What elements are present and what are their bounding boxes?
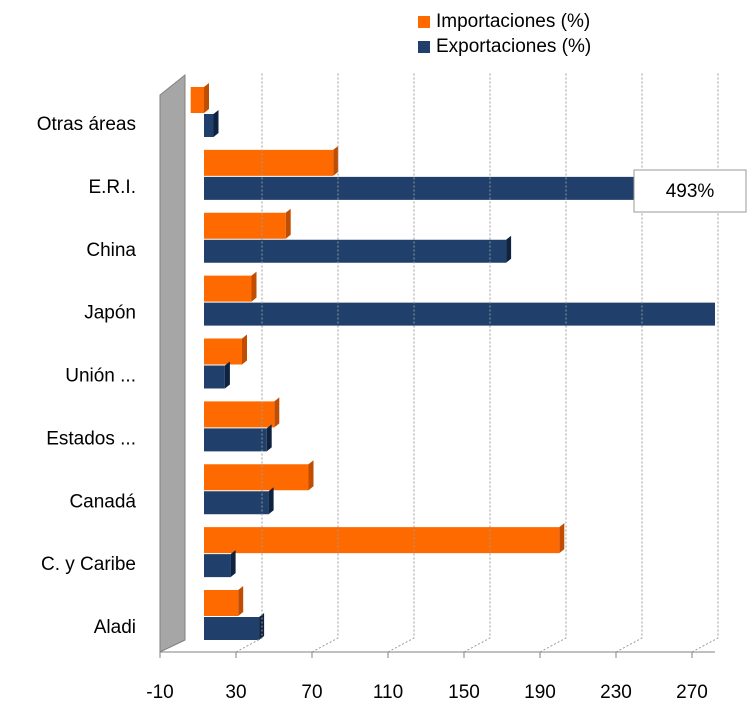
y-tick-label: Canadá (69, 491, 136, 512)
bar (204, 590, 239, 616)
x-tick-label: 70 (301, 682, 322, 703)
y-tick-label: China (86, 240, 136, 261)
plot-area (190, 83, 715, 640)
bar-side (333, 145, 339, 176)
bar-side (274, 397, 280, 428)
bar (204, 428, 267, 452)
legend-swatch (418, 41, 430, 53)
grid-line (691, 72, 719, 653)
bar (204, 149, 334, 176)
bar (204, 554, 231, 578)
x-tick-label: 270 (676, 682, 708, 703)
bar (204, 491, 269, 515)
bar (204, 212, 286, 239)
bar (204, 114, 214, 137)
bar-side (204, 83, 209, 113)
bar (204, 365, 225, 389)
bar (204, 176, 715, 200)
y-tick-label: C. y Caribe (41, 554, 136, 575)
legend-label: Exportaciones (%) (436, 36, 591, 57)
y-tick-label: Otras áreas (37, 114, 136, 135)
bar-side (559, 523, 565, 554)
x-tick-label: 190 (524, 682, 556, 703)
side-wall (159, 73, 186, 653)
bar-side (308, 460, 314, 491)
bar-side (230, 550, 236, 578)
x-tick-label: -10 (146, 682, 173, 703)
bar-side (213, 110, 219, 137)
bar-side (266, 424, 272, 452)
bar (190, 87, 204, 113)
bar-side (242, 334, 247, 365)
y-tick-label: Unión ... (65, 366, 136, 387)
bar-side (224, 361, 230, 389)
grid-line (463, 72, 491, 653)
legend-swatch (418, 16, 430, 28)
bar (204, 464, 309, 491)
data-label: 493% (666, 181, 715, 202)
y-tick-label: Japón (84, 303, 136, 324)
x-tick-label: 30 (225, 682, 246, 703)
grid-line (311, 72, 339, 653)
bar (204, 302, 715, 326)
bar (204, 275, 252, 302)
legend-label: Importaciones (%) (436, 11, 590, 32)
y-tick-label: E.R.I. (88, 177, 136, 198)
x-tick-label: 150 (448, 682, 480, 703)
bar (204, 338, 242, 365)
bar-side (506, 235, 512, 263)
bar (204, 527, 560, 554)
grid-line (539, 72, 567, 653)
bar (204, 401, 275, 428)
grid-line (387, 72, 415, 653)
bar-side (238, 586, 244, 616)
bar (204, 239, 507, 263)
grid-line (615, 72, 643, 653)
bar-side (285, 208, 291, 239)
bar-side (268, 487, 274, 515)
x-tick-label: 230 (600, 682, 632, 703)
data-label-box (633, 169, 747, 213)
grid-line (235, 72, 263, 653)
x-tick-label: 110 (373, 682, 403, 703)
bar-side (251, 271, 257, 302)
y-tick-label: Aladi (94, 617, 136, 638)
y-tick-label: Estados ... (46, 428, 136, 449)
bar (204, 617, 260, 640)
